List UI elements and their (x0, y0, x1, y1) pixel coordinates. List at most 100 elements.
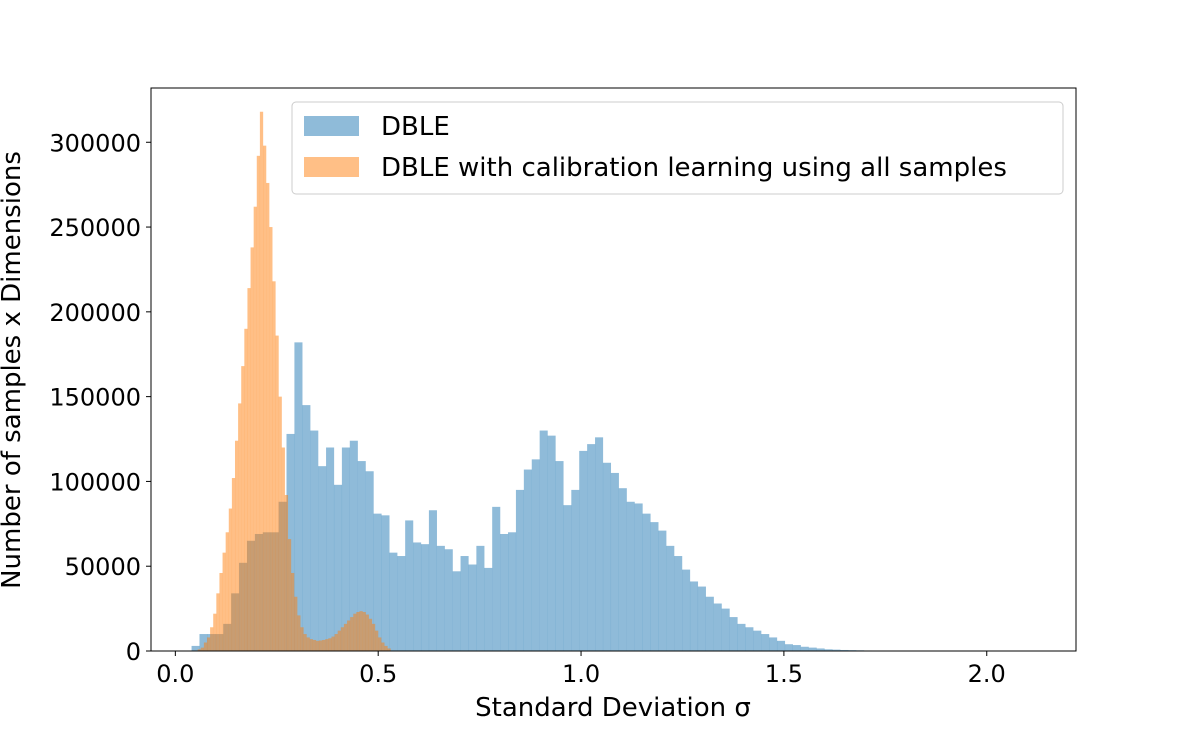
histogram-bar-series-1 (365, 614, 369, 651)
histogram-bar-series-1 (222, 552, 226, 651)
y-axis-ticks: 0 50000 100000 150000 200000 250000 300000 (49, 129, 151, 666)
histogram-bar-series-1 (334, 634, 338, 651)
histogram-bar-series-1 (306, 637, 310, 651)
histogram-bar-series-1 (343, 623, 348, 651)
histogram-bar-series-0 (436, 545, 445, 651)
histogram-bar-series-1 (263, 145, 267, 652)
histogram-bar-series-0 (484, 567, 493, 651)
histogram-bar-series-1 (266, 182, 270, 651)
histogram-bar-series-0 (753, 630, 762, 651)
histogram-bar-series-0 (579, 450, 588, 651)
histogram-bar-series-1 (291, 572, 295, 651)
histogram-bar-series-0 (571, 489, 580, 651)
histogram-bar-series-1 (203, 642, 208, 651)
histogram-bar-series-0 (326, 447, 335, 651)
legend-swatch-calibrated (304, 157, 359, 177)
histogram-bar-series-1 (387, 648, 391, 651)
histogram-bar-series-1 (378, 637, 382, 651)
histogram-bar-series-0 (705, 596, 714, 651)
x-axis-ticks: 0.0 0.5 1.0 1.5 2.0 (156, 651, 1006, 688)
histogram-bar-series-0 (515, 489, 524, 651)
histogram-bar-series-0 (682, 569, 691, 651)
histogram-bar-series-0 (420, 544, 430, 651)
x-tick-label: 0.0 (156, 660, 194, 688)
histogram-bar-series-1 (250, 247, 254, 651)
histogram-bar-series-0 (389, 552, 398, 651)
histogram-bar-series-1 (384, 645, 388, 651)
histogram-bar-series-1 (319, 640, 323, 651)
x-tick-label: 1.5 (765, 660, 803, 688)
histogram-bar-series-1 (238, 403, 242, 651)
histogram-bar-series-1 (241, 366, 245, 651)
histogram-bar-series-1 (353, 613, 357, 651)
y-tick-label: 300000 (49, 129, 141, 157)
histogram-bar-series-1 (375, 630, 379, 651)
histogram-bar-series-1 (284, 494, 289, 651)
histogram-bar-series-1 (331, 636, 335, 651)
histogram-bar-series-1 (350, 617, 354, 651)
x-tick-label: 2.0 (968, 660, 1006, 688)
histogram-bar-series-0 (357, 461, 366, 651)
calibrated-series-bars (197, 111, 391, 652)
histogram-bar-series-0 (721, 608, 730, 651)
histogram-bar-series-0 (199, 634, 208, 651)
histogram-bar-series-0 (761, 634, 770, 651)
histogram-bar-series-1 (303, 634, 307, 651)
histogram-bar-series-1 (213, 613, 217, 651)
histogram-bar-series-1 (362, 611, 366, 651)
histogram-bar-series-0 (626, 501, 635, 651)
histogram-bar-series-1 (210, 627, 214, 651)
histogram-bar-series-1 (309, 639, 313, 651)
histogram-bar-series-1 (228, 508, 233, 651)
histogram-bar-series-1 (231, 478, 236, 651)
legend: DBLE DBLE with calibration learning usin… (291, 101, 1064, 195)
histogram-bar-series-1 (253, 206, 257, 651)
histogram-bar-series-1 (340, 627, 345, 651)
histogram-bar-series-0 (555, 461, 564, 651)
histogram-bar-series-0 (523, 469, 532, 651)
histogram-bar-series-0 (405, 520, 414, 651)
histogram-bar-series-0 (365, 471, 374, 651)
histogram-bar-series-0 (444, 549, 453, 651)
histogram-bar-series-1 (281, 447, 285, 651)
histogram-bar-series-0 (832, 649, 841, 651)
histogram-bar-series-1 (278, 396, 282, 651)
histogram-bar-series-0 (840, 649, 849, 651)
histogram-bar-series-0 (373, 513, 382, 651)
histogram-bar-series-0 (492, 506, 501, 651)
histogram-bar-series-0 (460, 556, 469, 651)
histogram-bar-series-1 (325, 639, 329, 651)
histogram-bar-series-1 (337, 630, 341, 651)
legend-frame (291, 101, 1064, 195)
histogram-bar-series-1 (297, 615, 301, 651)
histogram-bar-series-1 (347, 620, 351, 651)
histogram-bar-series-0 (318, 466, 327, 651)
dble-series-bars (191, 342, 936, 651)
histogram-bar-series-0 (547, 435, 556, 651)
x-tick-label: 0.5 (359, 660, 397, 688)
histogram-bar-series-1 (269, 227, 273, 652)
histogram-bar-series-0 (689, 581, 699, 651)
histogram-bar-series-0 (476, 545, 485, 651)
histogram-bar-series-0 (397, 556, 406, 651)
histogram-bar-series-1 (244, 328, 248, 651)
x-axis-label: Standard Deviation σ (475, 693, 751, 723)
histogram-bar-series-0 (595, 437, 604, 651)
histogram-bar-series-0 (333, 484, 343, 651)
histogram-bar-series-1 (206, 637, 211, 651)
histogram-bar-series-0 (816, 648, 825, 651)
histogram-bar-series-1 (368, 618, 373, 651)
histogram-bar-series-0 (302, 405, 311, 651)
histogram-bar-series-0 (428, 510, 437, 651)
histogram-bar-series-1 (225, 532, 229, 651)
histogram-bar-series-0 (563, 505, 572, 651)
legend-label-dble: DBLE (381, 112, 450, 142)
histogram-bar-series-1 (256, 155, 261, 651)
histogram-bar-series-0 (452, 571, 461, 651)
histogram-bar-series-1 (356, 611, 360, 651)
y-tick-label: 200000 (49, 299, 141, 327)
histogram-bar-series-0 (697, 586, 706, 651)
histogram-bar-series-1 (287, 539, 292, 651)
histogram-bar-series-0 (674, 556, 683, 651)
